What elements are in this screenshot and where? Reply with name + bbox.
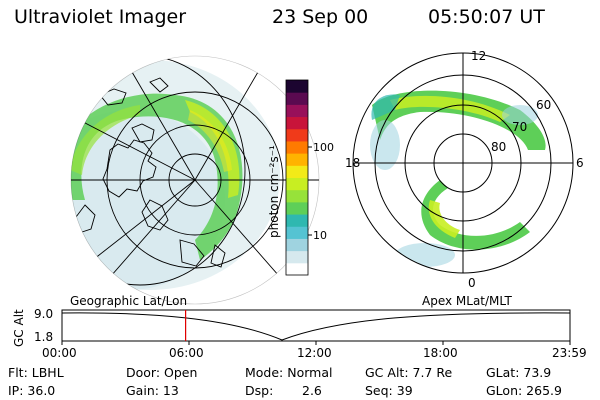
mlat-label-60: 60 (536, 98, 551, 112)
instrument-title: Ultraviolet Imager (14, 6, 187, 28)
glon-readout: GLon: 265.9 (486, 383, 562, 398)
mlt-label-6: 6 (576, 156, 584, 170)
colorbar-cell (286, 262, 308, 276)
mlat-label-70: 70 (512, 120, 527, 134)
filter-readout: Flt: LBHL (8, 365, 64, 380)
date-label: 23 Sep 00 (272, 6, 369, 28)
intensity-colorbar: 100 10 photon cm⁻²s⁻¹ (267, 79, 334, 276)
colorbar-cell (286, 140, 308, 154)
colorbar-tick-100: 100 (313, 141, 334, 154)
door-readout: Door: Open (126, 365, 198, 380)
ip-readout: IP: 36.0 (8, 383, 56, 398)
gc-alt-readout: GC Alt: 7.7 Re (365, 365, 453, 380)
colorbar-cell (286, 250, 308, 264)
dsp-label: Dsp: (245, 383, 274, 398)
dsp-value: 2.6 (302, 383, 322, 398)
colorbar-cell (286, 80, 308, 93)
colorbar-cell (286, 214, 308, 227)
colorbar-cell (286, 177, 308, 191)
apex-panel-label: Apex MLat/MLT (422, 294, 512, 308)
timeline-ylabel: GC Alt (12, 309, 26, 347)
altitude-curve (61, 312, 571, 341)
ytick-min: 1.8 (34, 330, 53, 344)
xtick-0000: 00:00 (42, 346, 77, 360)
mlt-label-12: 12 (471, 49, 486, 63)
mlt-label-0: 0 (468, 276, 476, 290)
colorbar-cell (286, 116, 308, 130)
mlat-label-80: 80 (491, 140, 506, 154)
colorbar-cell (286, 153, 308, 166)
colorbar-cell (286, 201, 308, 215)
xtick-2359: 23:59 (552, 346, 587, 360)
xtick-1800: 18:00 (423, 346, 458, 360)
mode-readout: Mode: Normal (245, 365, 333, 380)
glat-readout: GLat: 73.9 (486, 365, 552, 380)
altitude-timeline: 9.0 1.8 GC Alt 00:00 06:00 12:00 18:00 2… (12, 307, 587, 360)
colorbar-tick-10: 10 (313, 229, 327, 242)
colorbar-cell (286, 104, 308, 118)
colorbar-unit-label: photon cm⁻²s⁻¹ (267, 145, 281, 238)
ytick-max: 9.0 (34, 307, 53, 321)
colorbar-cell (286, 226, 308, 239)
colorbar-cell (286, 92, 308, 105)
gain-readout: Gain: 13 (126, 383, 179, 398)
time-label: 05:50:07 UT (428, 6, 545, 28)
colorbar-cell (286, 128, 308, 142)
colorbar-cell (286, 165, 308, 178)
mlt-label-18: 18 (345, 156, 360, 170)
polar-grid (352, 52, 574, 274)
colorbar-cell (286, 189, 308, 203)
xtick-1200: 12:00 (297, 346, 332, 360)
xtick-0600: 06:00 (169, 346, 204, 360)
seq-readout: Seq: 39 (365, 383, 413, 398)
geographic-panel-label: Geographic Lat/Lon (70, 294, 188, 308)
colorbar-cell (286, 238, 308, 252)
mlat-mlt-polar-plot: 12 18 6 0 60 70 80 (345, 49, 584, 290)
